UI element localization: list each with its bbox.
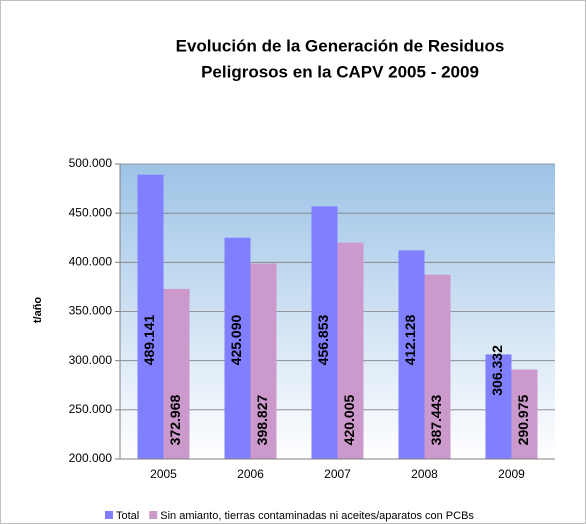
bar xyxy=(224,237,251,459)
legend-label: Sin amianto, tierras contaminadas ni ace… xyxy=(160,510,474,522)
x-tick-label: 2009 xyxy=(498,467,525,481)
chart-title: Evolución de la Generación de Residuos xyxy=(176,36,505,55)
y-tick-label: 450.000 xyxy=(69,205,113,219)
data-label: 387.443 xyxy=(428,394,444,445)
y-tick-label: 200.000 xyxy=(69,451,113,465)
data-label: 425.090 xyxy=(228,314,244,365)
legend-swatch xyxy=(105,511,113,519)
data-label: 412.128 xyxy=(402,314,418,365)
bar xyxy=(250,263,277,459)
data-label: 420.005 xyxy=(341,394,357,445)
bar xyxy=(163,288,190,459)
chart-title: Peligrosos en la CAPV 2005 - 2009 xyxy=(201,62,479,81)
data-label: 456.853 xyxy=(315,314,331,365)
y-tick-label: 250.000 xyxy=(69,402,113,416)
bar xyxy=(424,274,451,459)
bar xyxy=(511,369,538,459)
x-tick-label: 2008 xyxy=(411,467,438,481)
data-label: 398.827 xyxy=(254,394,270,445)
y-tick-label: 500.000 xyxy=(69,156,113,170)
legend-label: Total xyxy=(116,510,139,522)
y-axis-label: t/año xyxy=(32,297,44,324)
bar xyxy=(311,206,338,459)
y-tick-label: 300.000 xyxy=(69,353,113,367)
y-tick-label: 400.000 xyxy=(69,255,113,269)
legend-swatch xyxy=(149,511,158,519)
data-label: 306.332 xyxy=(489,345,505,396)
data-label: 372.968 xyxy=(167,394,183,445)
x-tick-label: 2007 xyxy=(324,467,351,481)
bar xyxy=(398,250,425,459)
bar xyxy=(337,242,364,459)
bar xyxy=(137,174,164,459)
data-label: 489.141 xyxy=(141,314,157,365)
x-tick-label: 2005 xyxy=(150,467,177,481)
bar xyxy=(485,354,512,459)
data-label: 290.975 xyxy=(515,394,531,445)
x-tick-label: 2006 xyxy=(237,467,264,481)
y-tick-label: 350.000 xyxy=(69,304,113,318)
